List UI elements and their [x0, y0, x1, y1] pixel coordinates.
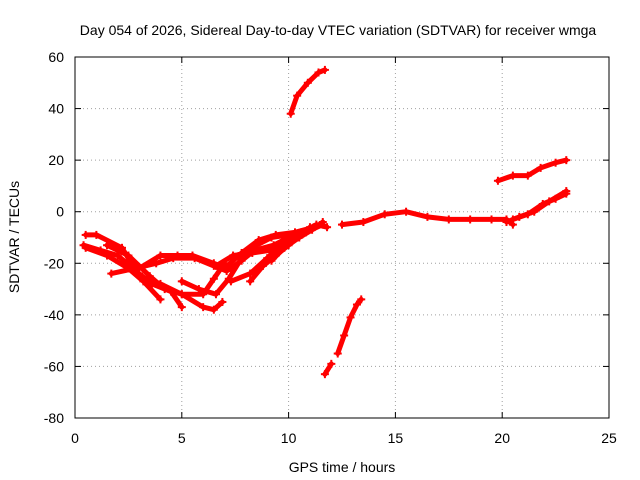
data-point — [320, 370, 329, 379]
data-point — [551, 194, 560, 203]
data-point — [380, 210, 389, 219]
data-point — [211, 261, 220, 270]
series-line-track-13 — [322, 361, 334, 377]
data-point — [333, 349, 342, 358]
data-point — [338, 220, 346, 229]
data-point — [218, 297, 227, 306]
data-point — [444, 215, 453, 224]
y-tick-label: -80 — [44, 410, 64, 426]
data-point — [562, 156, 571, 165]
x-tick-label: 5 — [178, 430, 186, 446]
data-point — [508, 171, 517, 180]
data-point — [173, 251, 182, 260]
data-point — [308, 225, 317, 234]
data-point — [502, 218, 511, 227]
data-point — [177, 303, 186, 312]
data-series — [79, 65, 571, 379]
series-line-track-12 — [288, 67, 328, 117]
data-point — [508, 215, 517, 224]
data-point — [226, 277, 235, 286]
chart-title: Day 054 of 2026, Sidereal Day-to-day VTE… — [80, 22, 597, 38]
data-point — [96, 246, 105, 255]
data-point — [194, 285, 203, 294]
data-point — [156, 251, 165, 260]
data-point — [340, 331, 349, 340]
data-point — [124, 251, 133, 260]
plot-frame — [74, 56, 610, 419]
data-point — [280, 243, 289, 252]
data-point — [209, 274, 218, 283]
data-point — [303, 78, 312, 87]
data-point — [359, 218, 368, 227]
data-point — [252, 241, 261, 250]
data-point — [346, 313, 355, 322]
data-point — [248, 248, 257, 257]
x-tick-label: 15 — [388, 430, 404, 446]
data-point — [318, 218, 327, 227]
data-point — [246, 269, 255, 278]
data-point — [135, 272, 144, 281]
y-tick-label: 40 — [48, 101, 64, 117]
data-point — [267, 256, 276, 265]
data-point — [188, 251, 197, 260]
data-point — [551, 158, 560, 167]
data-point — [538, 199, 547, 208]
data-point — [562, 189, 571, 198]
data-point — [177, 290, 186, 299]
data-point — [314, 68, 323, 77]
data-point — [79, 241, 88, 250]
y-tick-label: -40 — [44, 307, 64, 323]
data-point — [229, 251, 238, 260]
x-tick-label: 25 — [601, 430, 617, 446]
x-tick-label: 20 — [494, 430, 510, 446]
data-point — [258, 261, 267, 270]
data-point — [107, 269, 116, 278]
data-point — [246, 277, 255, 286]
data-point — [423, 212, 432, 221]
data-point — [156, 295, 165, 304]
data-point — [286, 109, 295, 118]
data-point — [209, 305, 218, 314]
axis-ticks: 0 5 10 15 20 25 -80 -60 -40 -20 0 20 40 60 — [44, 49, 617, 446]
grid — [75, 57, 609, 418]
data-point — [145, 272, 154, 281]
y-tick-label: 0 — [56, 204, 64, 220]
data-point — [267, 233, 276, 242]
y-tick-label: -20 — [44, 255, 64, 271]
data-point — [536, 163, 545, 172]
y-axis-label: SDTVAR / TECUs — [6, 181, 22, 293]
series-line-track-15 — [339, 209, 516, 228]
y-tick-label: -60 — [44, 358, 64, 374]
x-tick-label: 10 — [281, 430, 297, 446]
data-point — [295, 233, 304, 242]
data-point — [81, 230, 90, 239]
series-line-track-17 — [510, 191, 569, 222]
data-point — [352, 300, 361, 309]
data-point — [211, 290, 220, 299]
data-point — [466, 215, 475, 224]
data-point — [199, 303, 208, 312]
data-point — [92, 230, 101, 239]
data-point — [487, 215, 496, 224]
data-point — [135, 264, 144, 273]
data-point — [320, 65, 329, 74]
y-tick-label: 20 — [48, 152, 64, 168]
data-point — [523, 210, 532, 219]
data-point — [177, 277, 186, 286]
data-point — [357, 295, 366, 304]
y-tick-label: 60 — [48, 49, 64, 65]
data-point — [523, 171, 532, 180]
data-point — [402, 207, 411, 216]
x-axis-label: GPS time / hours — [289, 459, 396, 475]
data-point — [103, 241, 112, 250]
data-point — [293, 91, 302, 100]
data-point — [323, 223, 332, 232]
data-point — [160, 285, 169, 294]
data-point — [493, 176, 502, 185]
data-point — [327, 359, 336, 368]
data-point — [220, 264, 229, 273]
x-tick-label: 0 — [71, 430, 79, 446]
